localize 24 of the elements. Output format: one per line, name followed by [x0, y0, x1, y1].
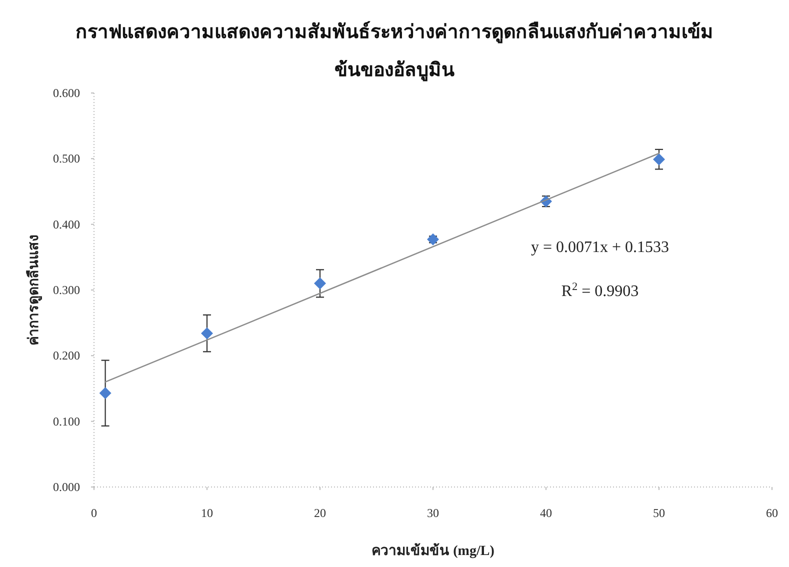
y-tick-label: 0.200	[53, 348, 80, 363]
x-tick-label: 40	[540, 506, 552, 520]
x-tick-label: 50	[653, 506, 665, 520]
x-tick-label: 10	[201, 506, 213, 520]
y-tick-label: 0.000	[53, 480, 80, 494]
point	[314, 277, 326, 290]
y-tick-label: 0.300	[53, 283, 80, 297]
point	[99, 387, 112, 400]
point	[653, 153, 665, 166]
y-tick-label: 0.500	[53, 152, 80, 166]
x-tick-label: 30	[427, 506, 439, 520]
annotation: R$^{2}$ = 0.9903	[561, 281, 639, 300]
point	[427, 233, 439, 246]
y-tick-label: 0.400	[53, 217, 80, 232]
x-tick-label: 20	[314, 506, 326, 520]
x-axis-title: ความเข้มข้น (mg/L)	[372, 543, 495, 559]
chart-title: กราฟแสดงความแสดงความสัมพันธ์ระหว่างค่าการดูดกลืนแสงกับค่าความเข้มข้นของอัลบูมิน	[76, 21, 714, 82]
y-tick-label: 0.100	[53, 414, 80, 428]
y-axis-title: ค่าการดูดกลืนแสง	[26, 234, 42, 346]
y-tick-label: 0.600	[53, 86, 80, 100]
x-tick-label: 60	[766, 506, 778, 520]
x-tick-label: 0	[91, 506, 97, 520]
annotation: y = 0.0071x + 0.1533	[530, 239, 670, 256]
point	[201, 327, 213, 340]
